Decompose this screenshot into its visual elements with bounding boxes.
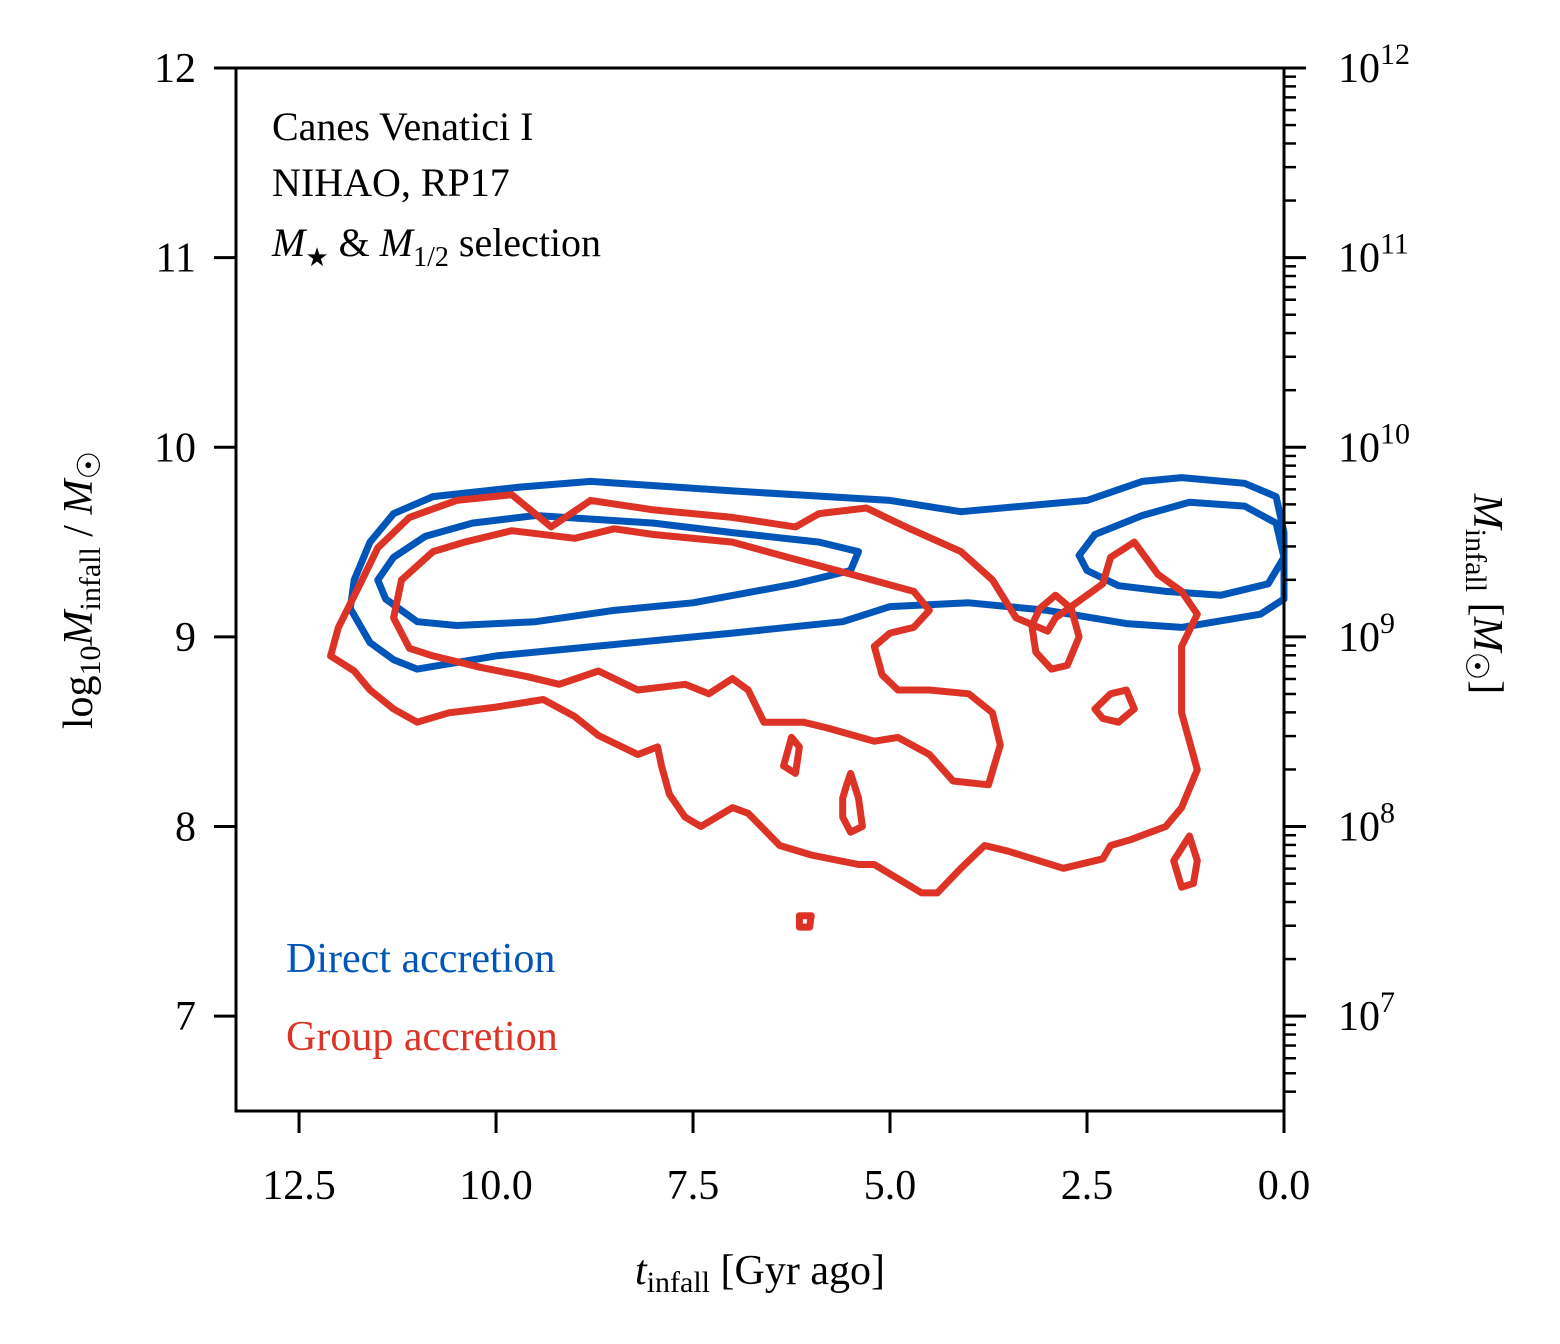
y-axis-label: log10Minfall / M☉ [56, 451, 107, 729]
group-accretion-contour-5 [839, 769, 866, 836]
group-accretion-contour-2 [1028, 591, 1083, 673]
y-tick-label: 10 [154, 425, 196, 471]
y2-tick-label: 1012 [1338, 38, 1410, 92]
y2-tick-label: 1010 [1338, 417, 1410, 471]
y2-tick-label: 107 [1338, 986, 1395, 1040]
y-axis-right: 107 108 109 1010 1011 1012 [1284, 38, 1410, 1093]
direct-accretion-contour-0 [346, 474, 1288, 673]
plot-frame [234, 66, 1286, 1113]
x-tick-label: 12.5 [262, 1163, 336, 1209]
annotation-line-2: NIHAO, RP17 [272, 160, 510, 205]
y2-tick-label: 109 [1338, 607, 1395, 661]
y-tick-label: 9 [175, 615, 196, 661]
group-accretion-contour-0 [327, 491, 1201, 897]
direct-accretion-contour-2 [1075, 498, 1288, 599]
x-tick-label: 7.5 [667, 1163, 720, 1209]
x-tick-label: 5.0 [864, 1163, 917, 1209]
group-accretion-contour-3 [1091, 686, 1138, 726]
x-tick-label: 10.0 [459, 1163, 533, 1209]
x-axis-label: tinfall [Gyr ago] [635, 1248, 885, 1299]
group-accretion-contour-1 [390, 525, 1004, 789]
x-tick-label: 0.0 [1258, 1163, 1311, 1209]
y-tick-label: 12 [154, 46, 196, 92]
legend-group-accretion: Group accretion [286, 1014, 558, 1060]
y-axis-right-label: Minfall [M☉] [1459, 493, 1510, 695]
y-tick-label: 11 [156, 236, 196, 282]
legend-direct-accretion: Direct accretion [286, 936, 555, 982]
y-axis-left: 7 8 9 10 11 12 [154, 46, 236, 1040]
direct-accretion-contour-1 [374, 512, 862, 629]
contour-layer [327, 474, 1288, 931]
y2-tick-label: 1011 [1338, 228, 1409, 282]
x-tick-label: 2.5 [1061, 1163, 1114, 1209]
y2-tick-label: 108 [1338, 797, 1395, 851]
x-axis: 12.5 10.0 7.5 5.0 2.5 0.0 [262, 1111, 1310, 1209]
annotation-line-3: M★ & M1/2 selection [271, 220, 601, 273]
group-accretion-contour-7 [795, 912, 815, 931]
group-accretion-contour-4 [780, 733, 803, 777]
y-tick-label: 8 [175, 805, 196, 851]
annotation-line-1: Canes Venatici I [272, 104, 533, 149]
group-accretion-contour-6 [1170, 832, 1201, 891]
y-tick-label: 7 [175, 994, 196, 1040]
